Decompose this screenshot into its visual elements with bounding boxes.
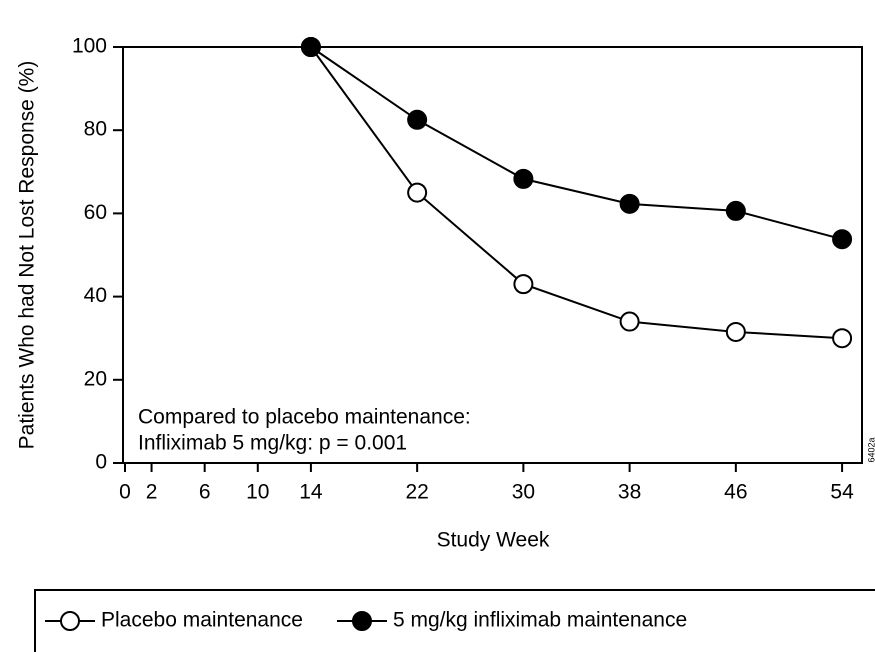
data-point [513,168,534,189]
annotation: Compared to placebo maintenance: [138,406,471,429]
x-tick-label: 54 [830,481,854,504]
data-point [619,311,640,332]
legend-marker [351,611,372,631]
legend-box [34,589,875,652]
annotation: Infliximab 5 mg/kg: p = 0.001 [138,432,407,455]
data-point [725,321,746,342]
legend-label: 5 mg/kg infliximab maintenance [393,609,687,632]
data-point [407,182,428,203]
x-tick-label: 38 [618,481,641,504]
x-tick-label: 0 [119,481,131,504]
data-point [832,229,853,250]
x-tick-label: 2 [146,481,158,504]
series-line [310,46,843,340]
y-tick-label: 0 [95,451,107,474]
x-tick-label: 46 [724,481,747,504]
data-point [407,109,428,130]
x-tick-label: 14 [299,481,323,504]
x-axis-label: Study Week [437,529,550,552]
y-tick-label: 100 [72,35,107,58]
data-point [619,193,640,214]
y-axis-label: Patients Who had Not Lost Response (%) [16,61,39,450]
data-point [513,274,534,295]
plot-frame [122,46,863,464]
y-tick-label: 40 [84,284,107,307]
data-point [725,200,746,221]
x-tick-label: 6 [199,481,211,504]
annotation: 6402a [866,437,875,462]
y-tick-label: 20 [84,367,107,390]
legend-label: Placebo maintenance [101,609,303,632]
data-point [832,328,853,349]
y-tick-label: 80 [84,118,107,141]
x-tick-label: 30 [512,481,535,504]
legend-marker [60,611,80,631]
x-tick-label: 22 [405,481,428,504]
data-point [300,37,321,57]
y-tick-label: 60 [84,201,107,224]
series-line [310,46,843,241]
x-tick-label: 10 [246,481,269,504]
